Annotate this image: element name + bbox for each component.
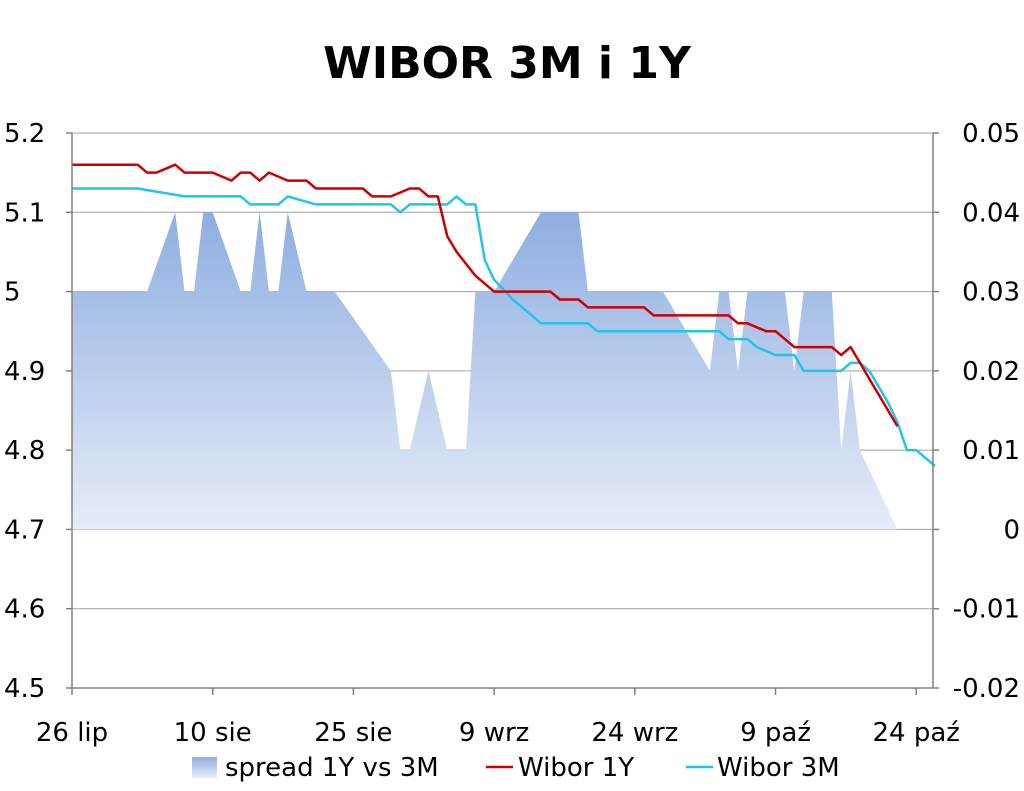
y-tick-label-5: 5 (4, 278, 21, 308)
axes (66, 132, 939, 695)
y-tick-label-0: 4.5 (4, 674, 45, 704)
y2-tick-label-6: 0.04 (962, 198, 1020, 228)
y2-tick-label-3: 0.01 (962, 436, 1020, 466)
y2-tick-label-7: 0.05 (962, 119, 1020, 149)
y2-tick-label-2: 0 (1003, 515, 1020, 545)
x-tick-label-4: 24 wrz (591, 718, 678, 748)
y-tick-label-1: 4.6 (4, 595, 45, 625)
legend-label-1y: Wibor 1Y (518, 753, 634, 783)
spread-area-layer (72, 212, 898, 530)
x-tick-label-0: 26 lip (36, 718, 108, 748)
y-tick-label-2: 4.7 (4, 515, 45, 545)
tick-labels: 4.5 4.6 4.7 4.8 4.9 5 5.1 5.2 -0.02 -0.01 0 0.01 0.0… (4, 119, 1020, 748)
x-tick-label-5: 9 paź (740, 718, 811, 748)
wibor-3m-line (72, 187, 936, 467)
x-tick-label-3: 9 wrz (459, 718, 529, 748)
y2-tick-label-1: -0.01 (953, 595, 1020, 625)
x-tick-label-2: 25 sie (314, 718, 392, 748)
series-lines-layer (72, 163, 936, 467)
x-tick-label-6: 24 paź (873, 718, 960, 748)
y2-tick-label-4: 0.02 (962, 357, 1020, 387)
y-tick-label-7: 5.2 (4, 119, 45, 149)
y-tick-label-6: 5.1 (4, 198, 45, 228)
y2-tick-label-0: -0.02 (953, 674, 1020, 704)
spread-area (72, 212, 898, 530)
legend: spread 1Y vs 3M Wibor 1Y Wibor 3M (192, 753, 840, 783)
x-tick-label-1: 10 sie (174, 718, 252, 748)
legend-label-3m: Wibor 3M (717, 753, 840, 783)
y-tick-label-3: 4.8 (4, 436, 45, 466)
wibor-1y-line (72, 163, 899, 428)
chart-title: WIBOR 3M i 1Y (323, 38, 692, 89)
y2-tick-label-5: 0.03 (962, 278, 1020, 308)
legend-swatch-spread (192, 757, 217, 778)
y-tick-label-4: 4.9 (4, 357, 45, 387)
legend-label-spread: spread 1Y vs 3M (225, 753, 439, 783)
